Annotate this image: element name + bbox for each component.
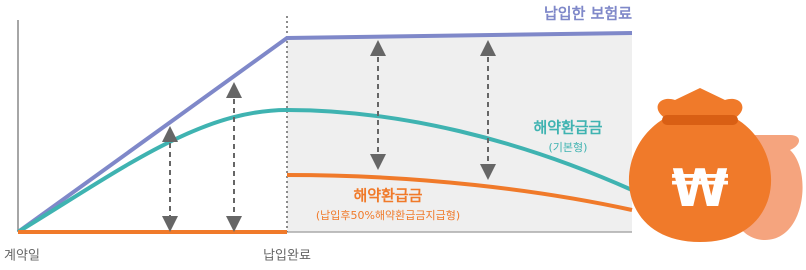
currency-icon: ₩ xyxy=(671,159,728,219)
label-premium: 납입한 보험료 xyxy=(544,5,632,23)
label-paid-complete: 납입완료 xyxy=(263,249,311,264)
diagram: ₩ 납입한 보험료 해약환급금 (기본형) 해약환급금 (납입후50%해약환급금… xyxy=(0,0,806,270)
label-refund-variant: 해약환급금 xyxy=(353,187,422,205)
label-refund-variant-note: (납입후50%해약환급금지급형) xyxy=(316,208,460,222)
label-start: 계약일 xyxy=(4,249,40,264)
label-refund-basic-note: (기본형) xyxy=(549,141,588,154)
label-refund-basic: 해약환급금 xyxy=(533,119,602,137)
money-bags: ₩ xyxy=(629,88,803,242)
